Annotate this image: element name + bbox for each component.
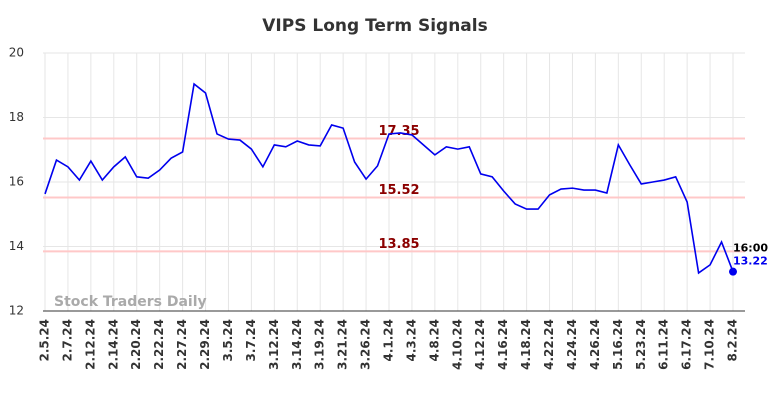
x-tick-label: 4.16.24: [496, 319, 510, 370]
x-tick-label: 4.12.24: [473, 319, 487, 370]
x-tick-label: 3.26.24: [359, 319, 373, 370]
x-tick-label: 2.7.24: [60, 319, 74, 362]
x-tick-label: 2.14.24: [106, 319, 120, 370]
x-tick-label: 2.29.24: [198, 319, 212, 370]
x-tick-label: 3.21.24: [336, 319, 350, 370]
y-tick-label: 12: [9, 304, 24, 318]
x-tick-label: 2.22.24: [152, 319, 166, 370]
x-tick-label: 6.11.24: [657, 319, 671, 370]
last-point: [729, 267, 737, 276]
x-tick-label: 4.1.24: [382, 319, 396, 362]
x-tick-label: 4.8.24: [427, 319, 441, 362]
x-tick-label: 7.10.24: [703, 319, 717, 370]
y-tick-label: 16: [9, 175, 24, 189]
x-tick-label: 6.17.24: [680, 319, 694, 370]
x-tick-label: 3.19.24: [313, 319, 327, 370]
x-tick-label: 4.22.24: [542, 319, 556, 370]
price-line: [44, 82, 734, 275]
chart-title: VIPS Long Term Signals: [262, 16, 487, 36]
x-tick-label: 8.2.24: [726, 319, 740, 362]
x-tick-label: 2.12.24: [83, 319, 97, 370]
x-tick-label: 4.18.24: [519, 319, 533, 370]
x-tick-label: 3.12.24: [267, 319, 281, 370]
x-tick-label: 2.27.24: [175, 319, 189, 370]
x-tick-label: 3.7.24: [244, 319, 258, 362]
y-tick-label: 14: [9, 239, 24, 253]
x-tick-label: 4.3.24: [404, 319, 418, 362]
x-tick-label: 2.5.24: [38, 319, 52, 362]
watermark: Stock Traders Daily: [54, 294, 207, 310]
x-tick-label: 3.5.24: [221, 319, 235, 362]
x-tick-label: 3.14.24: [290, 319, 304, 370]
last-value: 13.22: [733, 255, 768, 268]
signal-label: 15.52: [378, 183, 419, 198]
x-tick-label: 4.10.24: [450, 319, 464, 370]
x-tick-label: 4.24.24: [565, 319, 579, 370]
x-tick-label: 4.26.24: [588, 319, 602, 370]
signal-label: 13.85: [378, 237, 419, 252]
x-tick-label: 2.20.24: [129, 319, 143, 370]
last-time: 16:00: [733, 242, 768, 255]
x-tick-label: 5.23.24: [634, 319, 648, 370]
y-tick-label: 18: [9, 110, 24, 124]
y-tick-label: 20: [9, 46, 24, 60]
x-tick-label: 5.16.24: [611, 319, 625, 370]
